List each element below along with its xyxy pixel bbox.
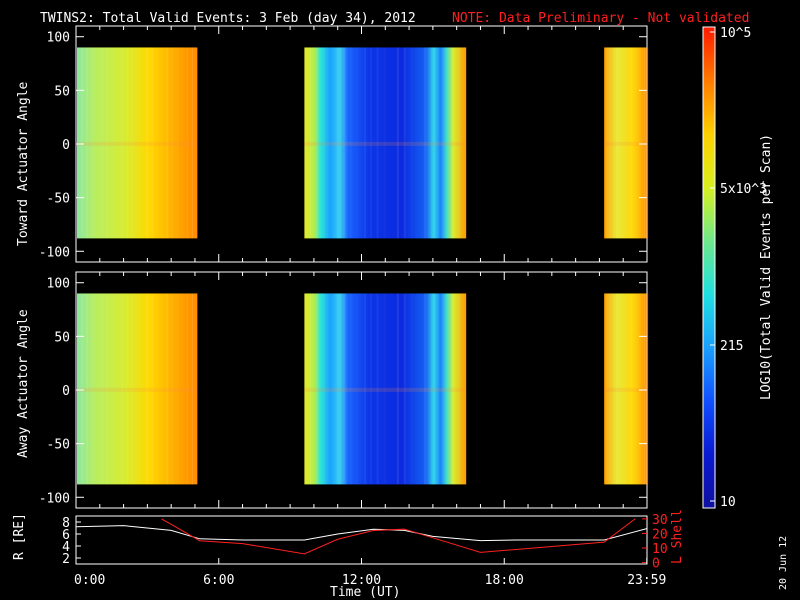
date-stamp: 20 Jun 12	[778, 536, 789, 590]
ytick-label: -100	[39, 245, 70, 260]
colorbar	[702, 26, 716, 509]
heatmap-segment	[304, 47, 467, 239]
r-tick-label: 8	[62, 516, 70, 531]
lshell-ylabel: L Shell	[670, 509, 685, 564]
r-tick-label: 2	[62, 552, 70, 567]
ytick-label: 0	[62, 138, 70, 153]
ytick-label: 100	[47, 31, 70, 46]
ytick-label: -100	[39, 491, 70, 506]
away-heatmap	[77, 293, 650, 485]
chart-title: TWINS2: Total Valid Events: 3 Feb (day 3…	[40, 11, 416, 26]
colorbar-tick-label: 215	[720, 339, 743, 354]
heatmap-segment	[304, 293, 467, 485]
time-tick-label: 23:59	[627, 573, 666, 588]
time-tick-label: 12:00	[342, 573, 381, 588]
colorbar-tick-label: 10	[720, 495, 736, 510]
away-yticks: 100 50 0 -50 -100	[39, 272, 648, 508]
lshell-tick-label: 20	[652, 527, 668, 542]
ytick-label: 50	[54, 330, 70, 345]
r-ylabel: R [RE]	[12, 513, 27, 560]
time-tick-label: 18:00	[485, 573, 524, 588]
heatmap-zero-band	[604, 387, 647, 392]
heatmap-zero-band	[77, 387, 198, 392]
toward-ylabel: Toward Actuator Angle	[16, 81, 31, 246]
r-tick-label: 4	[62, 540, 70, 555]
ytick-label: 0	[62, 384, 70, 399]
time-tick-label: 6:00	[203, 573, 234, 588]
heatmap-segment	[77, 293, 198, 485]
time-xlabel: Time (UT)	[330, 585, 400, 600]
lshell-tick-label: 10	[652, 542, 668, 557]
data-note: NOTE: Data Preliminary - Not validated	[452, 11, 749, 26]
colorbar-ticks: 10^5 5x10^3 215 10	[710, 26, 767, 510]
ytick-label: 100	[47, 277, 70, 292]
ytick-label: 50	[54, 84, 70, 99]
r-tick-label: 6	[62, 528, 70, 543]
heatmap-segment	[604, 293, 647, 485]
heatmap-segment	[604, 47, 647, 239]
colorbar-tick-label: 5x10^3	[720, 182, 767, 197]
colorbar-tick-label: 10^5	[720, 26, 751, 41]
heatmap-zero-band	[304, 141, 467, 146]
heatmap-zero-band	[604, 141, 647, 146]
ytick-label: -50	[47, 438, 70, 453]
heatmap-segment	[77, 47, 198, 239]
toward-yticks: 100 50 0 -50 -100	[39, 26, 648, 262]
orbit-lines	[75, 518, 647, 555]
lshell-tick-label: 30	[652, 513, 668, 528]
lshell-tick-label: 0	[652, 557, 660, 572]
heatmap-zero-band	[304, 387, 467, 392]
away-ylabel: Away Actuator Angle	[16, 309, 31, 458]
toward-heatmap	[77, 47, 650, 239]
ytick-label: -50	[47, 192, 70, 207]
lshell-series-line	[161, 518, 636, 555]
heatmap-zero-band	[77, 141, 198, 146]
colorbar-label: LOG10(Total Valid Events per Scan)	[759, 134, 774, 400]
time-tick-label: 0:00	[74, 573, 105, 588]
r-series-line	[75, 525, 647, 542]
